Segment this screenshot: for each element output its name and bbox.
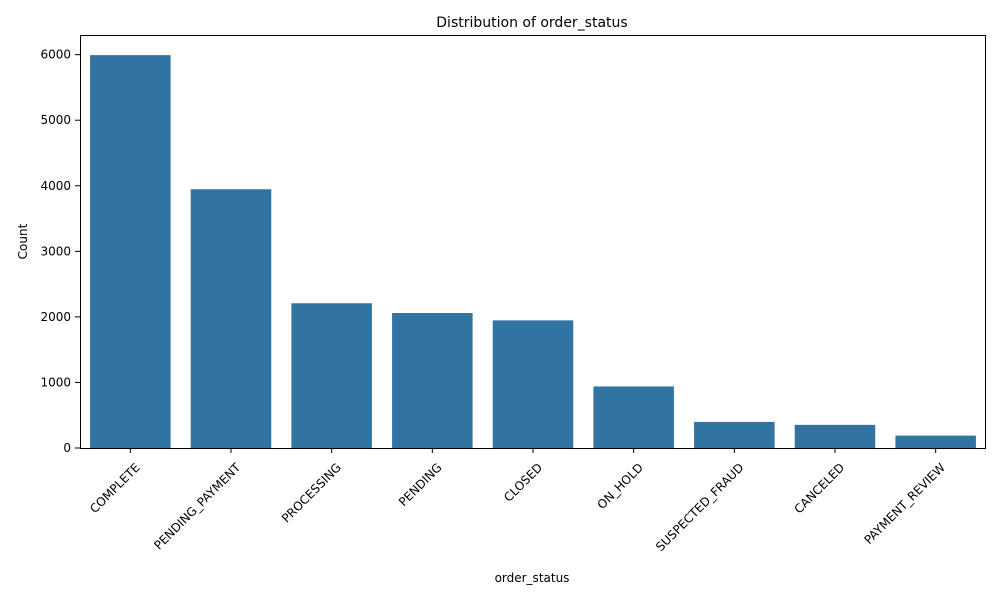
x-tick-label: COMPLETE [87, 460, 143, 516]
bar-payment-review [895, 435, 976, 448]
bar-pending-payment [190, 189, 272, 448]
x-tick-label: PENDING [396, 460, 445, 509]
bar-on-hold [593, 386, 674, 448]
bars-layer [90, 55, 976, 448]
y-axis-title: Count [16, 223, 30, 259]
y-axis: 0 1000 2000 3000 4000 5000 6000 [40, 48, 80, 455]
y-tick-label: 1000 [40, 375, 71, 389]
x-axis: COMPLETE PENDING_PAYMENT PROCESSING PENDING… [87, 448, 948, 554]
plot-frame [80, 35, 986, 449]
bar-suspected-fraud [694, 421, 775, 448]
bar-complete [90, 55, 171, 448]
x-tick-label: PENDING_PAYMENT [151, 460, 244, 553]
y-tick-label: 2000 [40, 310, 71, 324]
y-tick-label: 5000 [40, 113, 71, 127]
x-tick-label: CLOSED [501, 460, 545, 504]
chart-title: Distribution of order_status [436, 15, 627, 31]
x-axis-title: order_status [495, 571, 570, 585]
bar-processing [291, 303, 372, 448]
x-tick-label: SUSPECTED_FRAUD [653, 460, 747, 554]
y-tick-label: 3000 [40, 244, 71, 258]
x-tick-label: PROCESSING [279, 460, 344, 525]
bar-canceled [794, 424, 876, 448]
bar-pending [392, 313, 473, 448]
bar-closed [492, 320, 574, 448]
y-tick-label: 6000 [40, 48, 71, 62]
x-tick-label: CANCELED [791, 460, 847, 516]
y-tick-label: 0 [63, 441, 71, 455]
y-tick-label: 4000 [40, 179, 71, 193]
x-tick-label: ON_HOLD [595, 460, 646, 511]
x-tick-label: PAYMENT_REVIEW [861, 460, 948, 547]
